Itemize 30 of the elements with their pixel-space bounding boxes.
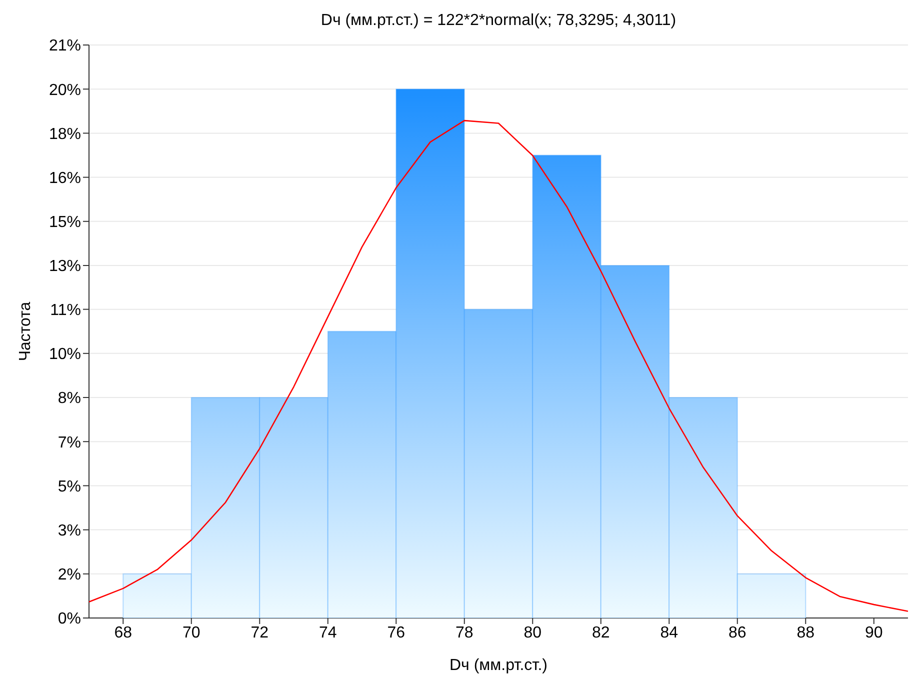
y-tick-label: 5% — [58, 478, 81, 496]
x-tick-label: 72 — [250, 624, 269, 642]
y-tick-label: 16% — [48, 170, 81, 187]
y-axis-title: Частота — [17, 302, 34, 362]
x-tick-label: 88 — [796, 624, 815, 642]
y-tick-label: 11% — [50, 302, 81, 319]
x-tick-label: 70 — [182, 624, 200, 642]
y-tick-label: 2% — [58, 566, 81, 584]
y-tick-label: 8% — [58, 390, 81, 408]
y-tick-label: 18% — [48, 126, 81, 143]
x-axis-title: Dч (мм.рт.ст.) — [450, 657, 548, 674]
y-tick-label: 20% — [48, 82, 81, 99]
x-tick-label: 90 — [864, 624, 883, 642]
x-tick-label: 68 — [114, 624, 132, 642]
x-tick-label: 78 — [455, 624, 474, 642]
y-tick-label: 13% — [48, 258, 81, 276]
x-tick-label: 80 — [524, 624, 542, 642]
y-tick-label: 10% — [48, 346, 81, 364]
y-tick-label: 15% — [48, 214, 81, 232]
y-tick-label: 21% — [48, 38, 81, 55]
x-tick-label: 82 — [592, 624, 610, 642]
y-tick-label: 0% — [58, 610, 81, 628]
line-series — [89, 120, 908, 612]
y-tick-label: 7% — [58, 434, 81, 452]
y-tick-label: 3% — [58, 522, 81, 540]
x-tick-label: 86 — [728, 624, 746, 642]
x-tick-label: 74 — [318, 624, 337, 642]
x-tick-label: 76 — [387, 624, 406, 642]
x-tick-label: 84 — [660, 624, 678, 642]
chart-title: Dч (мм.рт.ст.) = 122*2*normal(x; 78,3295; 4,3011) — [320, 12, 678, 30]
